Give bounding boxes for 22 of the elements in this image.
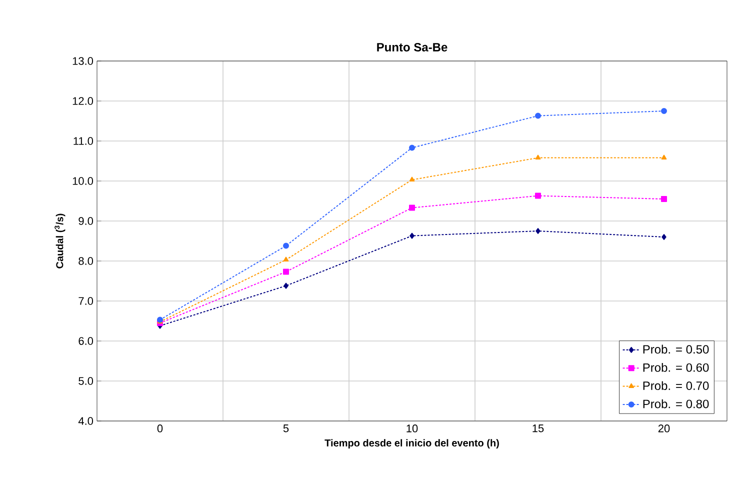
x-axis-title: Tiempo desde el inicio del evento (h) [324,439,499,448]
y-axis-title: Caudal ($^{3}$/s) [54,214,66,268]
legend-label: Prob. = 0.70 [643,381,709,390]
legend-label: Prob. = 0.80 [643,399,709,408]
legend-label: Prob. = 0.60 [643,363,709,372]
y-tick-label: 10.0 [72,177,94,185]
y-tick-label: 8.0 [78,257,94,265]
x-tick-label: 0 [157,424,163,432]
legend-label: Prob. = 0.50 [643,344,709,354]
y-tick-label: 13.0 [72,57,94,65]
y-tick-label: 5.0 [78,377,94,385]
y-tick-label: 7.0 [78,297,94,305]
y-tick-label: 9.0 [78,217,94,225]
y-tick-label: 6.0 [78,337,94,345]
y-tick-label: 4.0 [78,417,94,425]
x-tick-label: 10 [406,424,418,432]
x-tick-label: 5 [283,424,289,432]
chart-title: Punto Sa-Be [377,42,448,52]
y-tick-label: 11.0 [74,137,94,145]
x-tick-label: 15 [532,424,544,432]
x-tick-label: 20 [658,424,670,432]
y-tick-label: 12.0 [72,97,94,105]
